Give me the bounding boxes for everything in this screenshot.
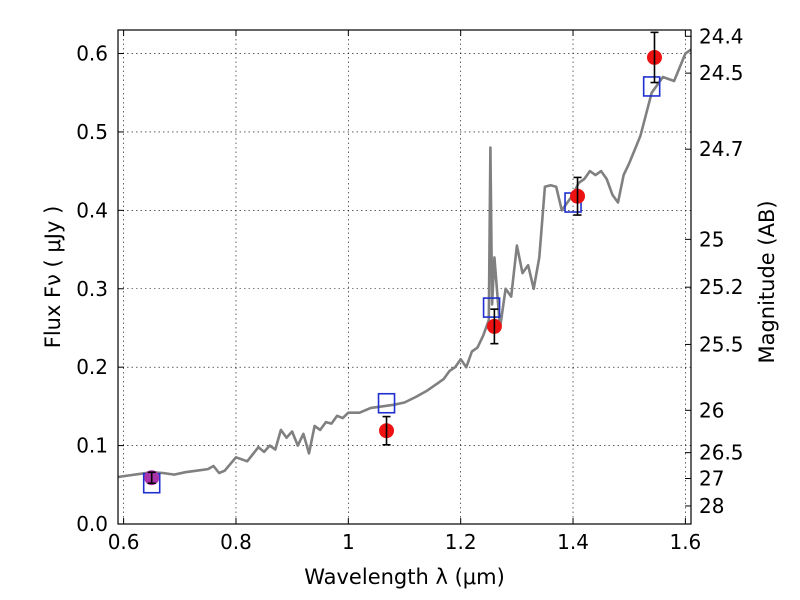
y2-tick-label: 25.2 [699,275,744,299]
x-tick-label: 0.8 [220,530,252,554]
y-tick-label: 0.5 [76,120,108,144]
y2-tick-label: 24.5 [699,61,744,85]
x-tick-label: 1.4 [557,530,589,554]
y-tick-label: 0.6 [76,42,108,66]
photometry-points [142,31,662,494]
y-tick-label: 0.4 [76,198,108,222]
y-tick-label: 0.0 [76,512,108,536]
x-axis-label: Wavelength λ (μm) [304,565,505,589]
y-tick-label: 0.1 [76,434,108,458]
y2-tick-label: 24.7 [699,137,744,161]
y-tick-label: 0.3 [76,277,108,301]
model-spectrum [117,48,692,479]
y2-tick-label: 26 [699,398,724,422]
x-tick-label: 1.6 [669,530,701,554]
square-marker [642,76,661,97]
y2-tick-label: 24.4 [699,24,744,48]
grid [118,30,691,525]
axis-ticks: 0.6 0.8 1 1.2 1.4 1.6 0.0 0.1 0.2 0.3 0.4 0.5 0.6 24.… [76,24,743,554]
x-tick-label: 1 [342,530,355,554]
plot-frame [117,29,692,525]
square-marker [482,297,501,318]
y2-tick-label: 25.5 [699,332,744,356]
x-tick-label: 1.2 [445,530,477,554]
x-tick-label: 0.6 [108,530,140,554]
y2-tick-label: 28 [699,494,724,518]
square-marker [377,392,396,414]
y-axis-label: Flux Fν ( μJy ) [41,206,65,349]
y2-tick-label: 25 [699,227,724,251]
y-tick-label: 0.2 [76,355,108,379]
y2-axis-label: Magnitude (AB) [755,200,779,363]
model-spectrum-line [117,48,692,479]
y2-tick-label: 27 [699,467,724,491]
y2-tick-label: 26.5 [699,441,744,465]
